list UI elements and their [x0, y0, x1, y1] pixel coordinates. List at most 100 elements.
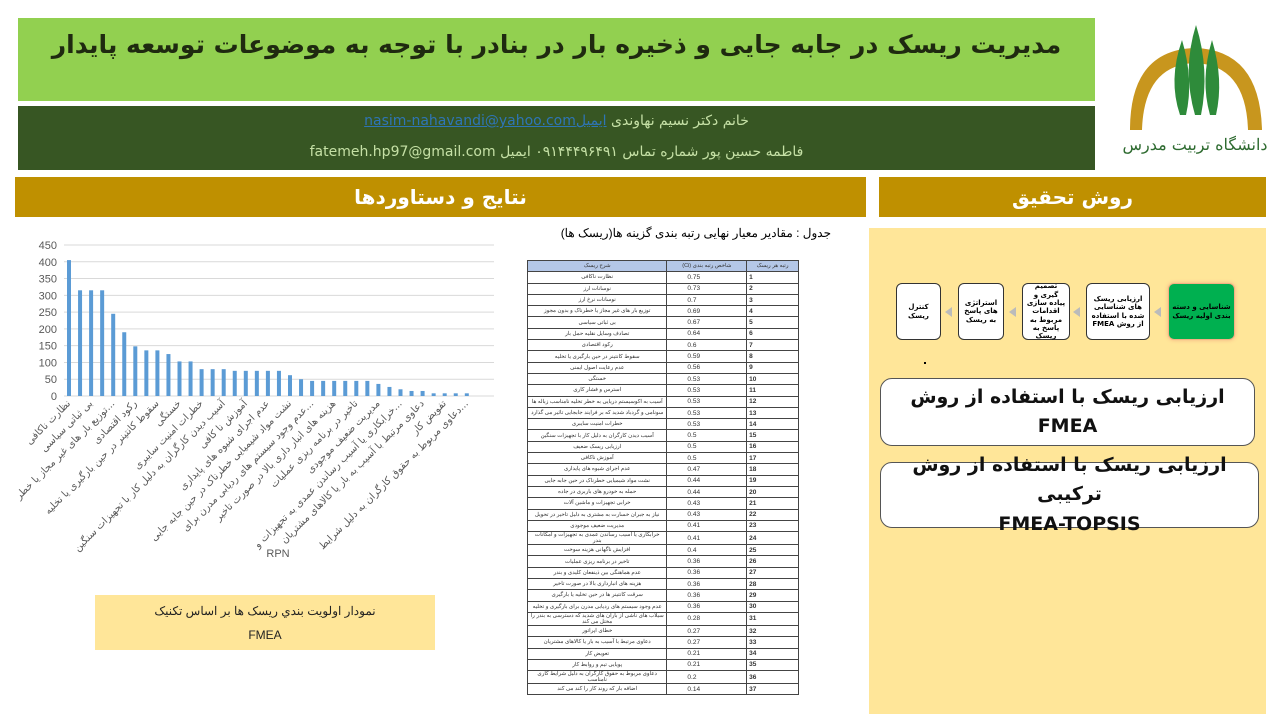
bullet-dot — [924, 362, 926, 364]
table-row: خرابکاری یا آسیب رساندن عمدی به تجهیزات … — [526, 531, 799, 546]
bar — [420, 390, 425, 396]
risk-description: آسیب دیدن کارگران به دلیل کار با تجهیزات… — [526, 429, 668, 442]
bar — [310, 380, 315, 396]
risk-description: مدیریت ضعیف موجودی — [526, 519, 668, 533]
chart-caption: نمودار اولویت بندي ریسک ها بر اساس تکنیک… — [95, 595, 435, 650]
rank-index: 0.27 — [666, 636, 748, 649]
risk-description: ارزیابی ریسک ضعیف — [526, 440, 668, 454]
risk-rank: 17 — [746, 452, 799, 465]
rank-index: 0.59 — [666, 350, 748, 363]
table-row: مدیریت ضعیف موجودی 0.41 23 — [526, 519, 799, 533]
table-row: دعاوی مرتبط با آسیب به بار یا کالاهای مش… — [526, 636, 799, 649]
rank-index: 0.53 — [666, 372, 748, 386]
risk-description: توزیع بار های غیر مجاز یا خطرناک و بدون … — [526, 305, 668, 318]
risk-rank: 35 — [746, 658, 799, 672]
risk-description: خرابی تجهیزات و ماشین آلات — [526, 497, 668, 510]
y-tick-label: 300 — [39, 290, 57, 302]
chart-caption-line2: FMEA — [248, 628, 282, 642]
author1-name: خانم دکتر نسیم نهاوندی — [611, 113, 749, 129]
table-row: عدم وجود سیستم های ردیابی مدرن برای بارگ… — [526, 600, 799, 613]
rank-index: 0.36 — [666, 555, 748, 568]
table-row: سقوط کانتینر در حین بارگیری یا تخلیه 0.59… — [526, 350, 799, 363]
table-row: نیاز به جبران خسارت به مشتری به دلیل تاخ… — [526, 508, 799, 521]
fmea-box: ارزیابی ریسک با استفاده از روش FMEA — [880, 378, 1255, 446]
y-tick-label: 450 — [39, 240, 57, 252]
risk-description: سیلاب های ناشی از باران های شدید که دستر… — [526, 611, 668, 626]
risk-description: آموزش ناکافی — [526, 452, 668, 465]
bar — [387, 386, 392, 396]
risk-description: عدم اجرای شیوه های پایداری — [526, 463, 668, 476]
table-row: عدم هماهنگی بین ذینفعان کلیدی و بندر 0.36… — [526, 566, 799, 580]
y-tick-label: 200 — [39, 324, 57, 336]
risk-description: هزینه های انبارداری بالا در صورت تاخیر — [526, 578, 668, 591]
risk-rank: 2 — [746, 282, 799, 295]
author2-line: فاطمه حسین پور شماره تماس ۰۹۱۴۴۴۹۶۴۹۱ ای… — [309, 144, 804, 160]
risk-rank: 26 — [746, 555, 799, 568]
risk-description: پویایی تیم و روابط کار — [526, 658, 668, 672]
bar — [232, 370, 237, 396]
risk-description: خطرات امنیت سایبری — [526, 418, 668, 431]
risk-description: دعاوی مرتبط با آسیب به بار یا کالاهای مش… — [526, 636, 668, 649]
risk-rank: 14 — [746, 418, 799, 431]
y-tick-label: 350 — [39, 274, 57, 286]
rank-index: 0.21 — [666, 647, 748, 660]
bar — [243, 370, 248, 396]
risk-rank: 34 — [746, 647, 799, 660]
rank-index: 0.14 — [666, 683, 748, 696]
risk-description: دعاوی مربوط به حقوق کارگران به دلیل شرای… — [526, 670, 668, 685]
y-tick-label: 150 — [39, 341, 57, 353]
bar — [100, 290, 105, 396]
risk-rank: 25 — [746, 544, 799, 557]
y-tick-label: 250 — [39, 307, 57, 319]
risk-rank: 11 — [746, 384, 799, 397]
risk-rank: 23 — [746, 519, 799, 533]
rank-index: 0.5 — [666, 440, 748, 454]
arrow-left-icon — [1009, 307, 1016, 317]
table-row: آسیب به اکوسیستم دریایی به خطر تخلیه نام… — [526, 395, 799, 408]
bar — [144, 350, 149, 396]
table-row: عدم رعایت اصول ایمنی 0.56 9 — [526, 361, 799, 374]
bar — [409, 390, 414, 396]
col-index: شاخص رتبه بندی (Ci) — [666, 259, 748, 273]
rank-index: 0.41 — [666, 531, 748, 546]
rank-index: 0.53 — [666, 395, 748, 408]
bar — [155, 350, 160, 396]
risk-rank: 15 — [746, 429, 799, 442]
author1-email-link[interactable]: ایمیلnasim-nahavandi@yahoo.com — [364, 113, 607, 129]
risk-description: افزایش ناگهانی هزینه سوخت — [526, 544, 668, 557]
risk-description: رکود اقتصادی — [526, 339, 668, 352]
flow-step-5: کنترل ریسک — [896, 283, 941, 340]
bar — [299, 379, 304, 396]
arrow-left-icon — [1154, 307, 1161, 317]
fmea-topsis-box-line2: FMEA-TOPSIS — [998, 512, 1141, 535]
rank-index: 0.36 — [666, 578, 748, 591]
risk-rank: 4 — [746, 305, 799, 318]
svg-text:دانشگاه تربیت مدرس: دانشگاه تربیت مدرس — [1122, 135, 1267, 154]
chart-caption-line1: نمودار اولویت بندي ریسک ها بر اساس تکنیک — [154, 604, 376, 618]
table-row: افزایش ناگهانی هزینه سوخت 0.4 25 — [526, 544, 799, 557]
risk-description: بی ثباتی سیاسی — [526, 316, 668, 329]
risk-rank: 3 — [746, 293, 799, 307]
table-header-row: شرح ریسک شاخص رتبه بندی (Ci) رتبه هر ریس… — [526, 259, 799, 273]
risk-description: آسیب به اکوسیستم دریایی به خطر تخلیه نام… — [526, 395, 668, 408]
arrow-left-icon — [945, 307, 952, 317]
bar — [354, 380, 359, 396]
rank-index: 0.69 — [666, 305, 748, 318]
risk-rank: 16 — [746, 440, 799, 454]
table-row: بی ثباتی سیاسی 0.67 5 — [526, 316, 799, 329]
authors-bar: خانم دکتر نسیم نهاوندی ایمیلnasim-nahava… — [18, 106, 1095, 170]
rank-index: 0.21 — [666, 658, 748, 672]
rank-index: 0.2 — [666, 670, 748, 685]
risk-description: نیاز به جبران خسارت به مشتری به دلیل تاخ… — [526, 508, 668, 521]
arrow-left-icon — [1073, 307, 1080, 317]
risk-rank: 24 — [746, 531, 799, 546]
bar — [89, 290, 94, 396]
bar — [343, 380, 348, 396]
risk-rank: 28 — [746, 578, 799, 591]
bar — [177, 361, 182, 396]
rank-index: 0.47 — [666, 463, 748, 476]
rank-index: 0.4 — [666, 544, 748, 557]
bar — [276, 370, 281, 396]
table-row: تصادف وسایل نقلیه حمل بار 0.64 6 — [526, 327, 799, 341]
rank-index: 0.73 — [666, 282, 748, 295]
